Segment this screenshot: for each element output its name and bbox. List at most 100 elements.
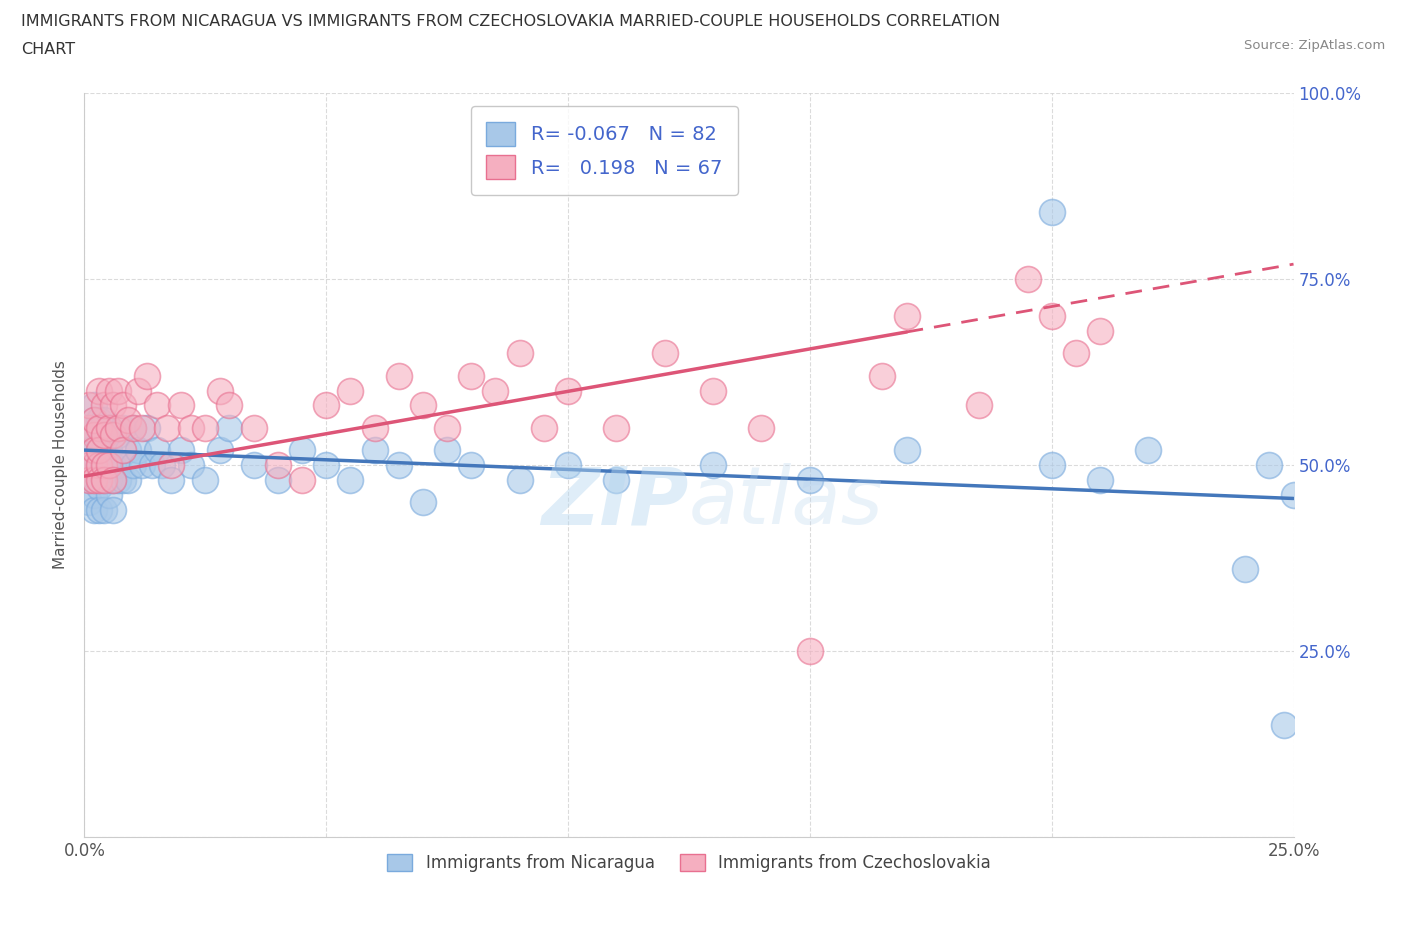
Point <box>460 458 482 472</box>
Point <box>83 413 105 428</box>
Point <box>208 443 231 458</box>
Text: ZIP: ZIP <box>541 463 689 541</box>
Point <box>112 443 135 458</box>
Point <box>83 487 105 502</box>
Point <box>87 420 110 435</box>
Point <box>83 413 105 428</box>
Point <box>180 420 202 435</box>
Point <box>107 420 129 435</box>
Point <box>77 420 100 435</box>
Point <box>83 443 105 458</box>
Point <box>117 472 139 487</box>
Point <box>87 383 110 398</box>
Point <box>146 443 169 458</box>
Point <box>896 309 918 324</box>
Point <box>87 435 110 450</box>
Point <box>97 383 120 398</box>
Point <box>107 383 129 398</box>
Point <box>136 368 159 383</box>
Point <box>77 420 100 435</box>
Point <box>107 428 129 443</box>
Point <box>97 472 120 487</box>
Y-axis label: Married-couple Households: Married-couple Households <box>53 361 69 569</box>
Point <box>107 458 129 472</box>
Point <box>77 495 100 510</box>
Point <box>160 458 183 472</box>
Point <box>93 502 115 517</box>
Point <box>436 443 458 458</box>
Point <box>97 487 120 502</box>
Point <box>1040 205 1063 219</box>
Point <box>93 413 115 428</box>
Point <box>1088 324 1111 339</box>
Point <box>436 420 458 435</box>
Point <box>87 443 110 458</box>
Point <box>1258 458 1281 472</box>
Point <box>112 398 135 413</box>
Point <box>194 472 217 487</box>
Point <box>388 458 411 472</box>
Text: IMMIGRANTS FROM NICARAGUA VS IMMIGRANTS FROM CZECHOSLOVAKIA MARRIED-COUPLE HOUSE: IMMIGRANTS FROM NICARAGUA VS IMMIGRANTS … <box>21 14 1000 29</box>
Point <box>87 472 110 487</box>
Point <box>1234 562 1257 577</box>
Point <box>77 443 100 458</box>
Point <box>77 472 100 487</box>
Point <box>93 458 115 472</box>
Point <box>97 420 120 435</box>
Point <box>799 472 821 487</box>
Point <box>605 472 627 487</box>
Point <box>93 458 115 472</box>
Text: atlas: atlas <box>689 463 884 541</box>
Point <box>315 398 337 413</box>
Point <box>87 458 110 472</box>
Point <box>112 472 135 487</box>
Point <box>97 443 120 458</box>
Point <box>87 472 110 487</box>
Point <box>509 346 531 361</box>
Point <box>112 420 135 435</box>
Point <box>242 420 264 435</box>
Point <box>1040 458 1063 472</box>
Point <box>605 420 627 435</box>
Point <box>267 458 290 472</box>
Point <box>1088 472 1111 487</box>
Point <box>896 443 918 458</box>
Point <box>702 383 724 398</box>
Point <box>83 458 105 472</box>
Point <box>363 420 385 435</box>
Point <box>131 458 153 472</box>
Point <box>484 383 506 398</box>
Point <box>77 472 100 487</box>
Point <box>1282 487 1305 502</box>
Point <box>208 383 231 398</box>
Point <box>93 472 115 487</box>
Point <box>557 458 579 472</box>
Point <box>117 413 139 428</box>
Point <box>170 443 193 458</box>
Point <box>103 472 125 487</box>
Point <box>242 458 264 472</box>
Text: Source: ZipAtlas.com: Source: ZipAtlas.com <box>1244 39 1385 52</box>
Point <box>799 644 821 658</box>
Point <box>872 368 894 383</box>
Point <box>1040 309 1063 324</box>
Point <box>97 420 120 435</box>
Point <box>557 383 579 398</box>
Point <box>77 458 100 472</box>
Point <box>967 398 990 413</box>
Point <box>1064 346 1087 361</box>
Point <box>218 420 240 435</box>
Text: CHART: CHART <box>21 42 75 57</box>
Point <box>339 472 361 487</box>
Point <box>103 502 125 517</box>
Point <box>121 420 143 435</box>
Point <box>87 443 110 458</box>
Point <box>87 480 110 495</box>
Point <box>315 458 337 472</box>
Point <box>509 472 531 487</box>
Point <box>77 458 100 472</box>
Point <box>103 472 125 487</box>
Point <box>87 502 110 517</box>
Point <box>291 472 314 487</box>
Point <box>93 428 115 443</box>
